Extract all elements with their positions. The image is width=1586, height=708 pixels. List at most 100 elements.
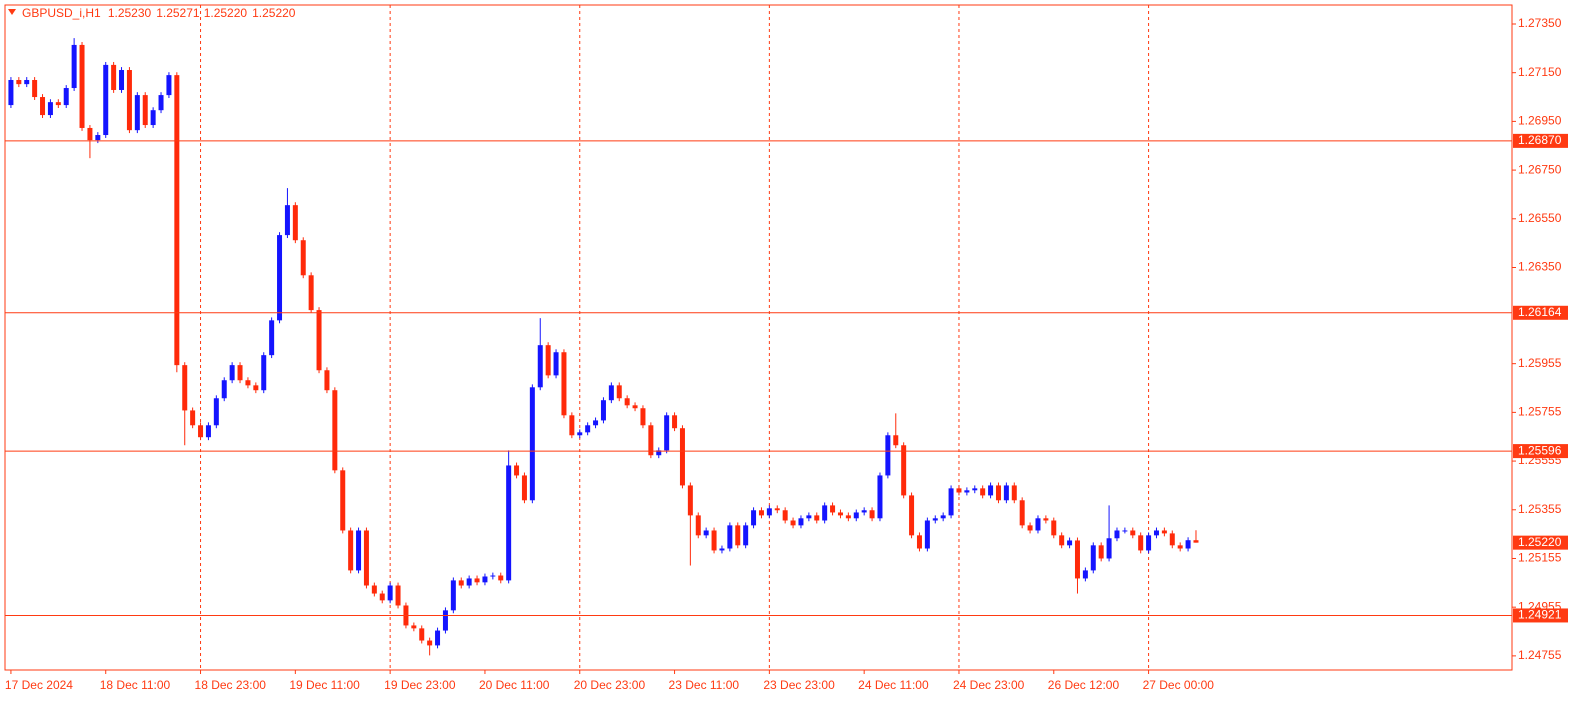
level-box [1513, 305, 1568, 320]
candle-body [1193, 540, 1199, 543]
candle-body [1027, 525, 1033, 531]
candle-body [1122, 530, 1128, 532]
candle-body [980, 488, 986, 496]
candle-body [324, 370, 330, 391]
candle-body [332, 390, 338, 471]
candle-body [47, 102, 53, 116]
candle-body [1059, 535, 1065, 546]
candle-body [1185, 540, 1191, 549]
symbol-marker [8, 9, 16, 15]
x-tick-label: 18 Dec 11:00 [100, 678, 171, 692]
candle-body [672, 415, 678, 429]
x-tick-label: 24 Dec 11:00 [858, 678, 929, 692]
y-tick-label: 1.26350 [1518, 260, 1562, 274]
y-tick-label: 1.26550 [1518, 211, 1562, 225]
candle-body [1114, 530, 1120, 539]
header-value: 1.25220 [204, 6, 248, 20]
candle-body [419, 628, 425, 641]
candle-body [664, 415, 670, 451]
candle-body [245, 380, 251, 386]
current-price-box [1513, 535, 1568, 550]
candle-body [1153, 530, 1159, 536]
candle-body [569, 415, 575, 436]
y-tick-label: 1.25355 [1518, 502, 1562, 516]
candle-body [490, 575, 496, 577]
chart-title: GBPUSD_i,H1 [22, 6, 101, 20]
candle-body [703, 530, 709, 536]
y-tick-label: 1.25155 [1518, 551, 1562, 565]
y-tick-label: 1.26950 [1518, 114, 1562, 128]
x-tick-label: 19 Dec 11:00 [289, 678, 360, 692]
candle-body [237, 365, 243, 381]
candle-body [837, 512, 843, 516]
candle-body [553, 352, 559, 376]
x-tick-label: 20 Dec 23:00 [574, 678, 646, 692]
candle-body [253, 385, 259, 391]
candle-body [269, 320, 275, 356]
candle-body [427, 640, 433, 646]
candle-body [166, 75, 172, 96]
y-tick-label: 1.25755 [1518, 405, 1562, 419]
candle-body [529, 387, 535, 501]
candle-body [205, 425, 211, 438]
candle-body [1130, 530, 1136, 536]
candle-body [277, 235, 283, 321]
candle-body [221, 380, 227, 399]
candle-body [474, 578, 480, 583]
candle-body [435, 630, 441, 646]
candle-body [8, 79, 14, 106]
candle-body [308, 275, 314, 311]
candle-body [71, 44, 77, 89]
y-tick-label: 1.24755 [1518, 648, 1562, 662]
x-tick-label: 18 Dec 23:00 [195, 678, 267, 692]
candle-body [521, 475, 527, 501]
candle-body [585, 425, 591, 433]
candle-body [648, 425, 654, 456]
candle-body [411, 625, 417, 629]
level-box [1513, 444, 1568, 459]
candle-body [134, 95, 140, 131]
candle-body [16, 79, 22, 85]
candle-body [1082, 570, 1088, 579]
candle-body [972, 488, 978, 491]
x-tick-label: 19 Dec 23:00 [384, 678, 456, 692]
candle-body [1161, 530, 1167, 534]
candle-body [1146, 535, 1152, 551]
candle-body [1019, 500, 1025, 526]
candle-body [751, 510, 757, 526]
candle-body [806, 515, 812, 519]
y-tick-label: 1.25955 [1518, 356, 1562, 370]
candle-body [877, 475, 883, 519]
candle-body [814, 515, 820, 521]
candle-body [924, 520, 930, 549]
header-value: 1.25230 [108, 6, 152, 20]
candle-body [774, 508, 780, 511]
level-label: 1.24921 [1518, 608, 1562, 622]
candle-body [482, 576, 488, 583]
candle-body [340, 470, 346, 531]
candle-body [593, 420, 599, 426]
candle-body [1169, 533, 1175, 546]
candle-body [577, 432, 583, 436]
candle-body [743, 525, 749, 546]
candle-body [371, 585, 377, 594]
candle-body [948, 488, 954, 516]
candle-body [798, 518, 804, 526]
x-tick-label: 26 Dec 12:00 [1048, 678, 1120, 692]
candle-body [450, 580, 456, 611]
plot-frame [4, 4, 1513, 671]
x-tick-label: 20 Dec 11:00 [479, 678, 550, 692]
candle-body [498, 575, 504, 581]
candle-body [600, 400, 606, 421]
x-tick-label: 24 Dec 23:00 [953, 678, 1025, 692]
candle-body [869, 510, 875, 519]
candle-body [679, 428, 685, 486]
candle-body [861, 510, 867, 513]
y-tick-label: 1.27350 [1518, 16, 1562, 30]
candle-body [1035, 518, 1041, 531]
candle-body [79, 44, 85, 128]
candle-body [711, 530, 717, 551]
candle-body [853, 512, 859, 519]
candle-body [695, 515, 701, 536]
candle-body [624, 398, 630, 406]
